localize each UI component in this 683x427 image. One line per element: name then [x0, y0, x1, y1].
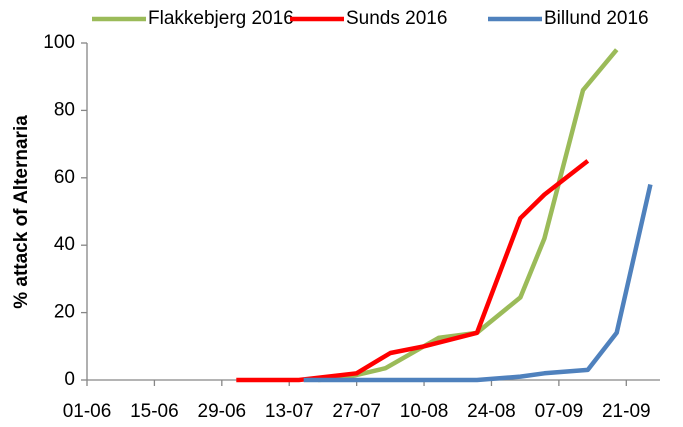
y-tick-label: 40 — [54, 234, 75, 255]
x-tick-label: 15-06 — [130, 401, 179, 422]
y-tick-label: 100 — [43, 32, 75, 53]
x-tick-label: 29-06 — [198, 401, 247, 422]
series-line — [303, 184, 653, 383]
x-tick-label: 07-09 — [535, 401, 584, 422]
legend-label: Sunds 2016 — [346, 8, 447, 29]
y-axis-label: % attack of Alternaria — [11, 115, 32, 309]
series-line — [236, 159, 590, 383]
x-tick-label: 01-06 — [63, 401, 112, 422]
x-tick-label: 24-08 — [467, 401, 516, 422]
x-tick-label: 27-07 — [332, 401, 381, 422]
x-tick-label: 21-09 — [602, 401, 651, 422]
legend-label: Billund 2016 — [544, 8, 649, 29]
y-tick-label: 0 — [64, 369, 75, 390]
series-line — [317, 48, 619, 383]
x-tick-label: 10-08 — [400, 401, 449, 422]
legend-label: Flakkebjerg 2016 — [148, 8, 294, 29]
y-tick-label: 60 — [54, 167, 75, 188]
y-tick-label: 20 — [54, 302, 75, 323]
x-tick-label: 13-07 — [265, 401, 314, 422]
y-tick-label: 80 — [54, 99, 75, 120]
